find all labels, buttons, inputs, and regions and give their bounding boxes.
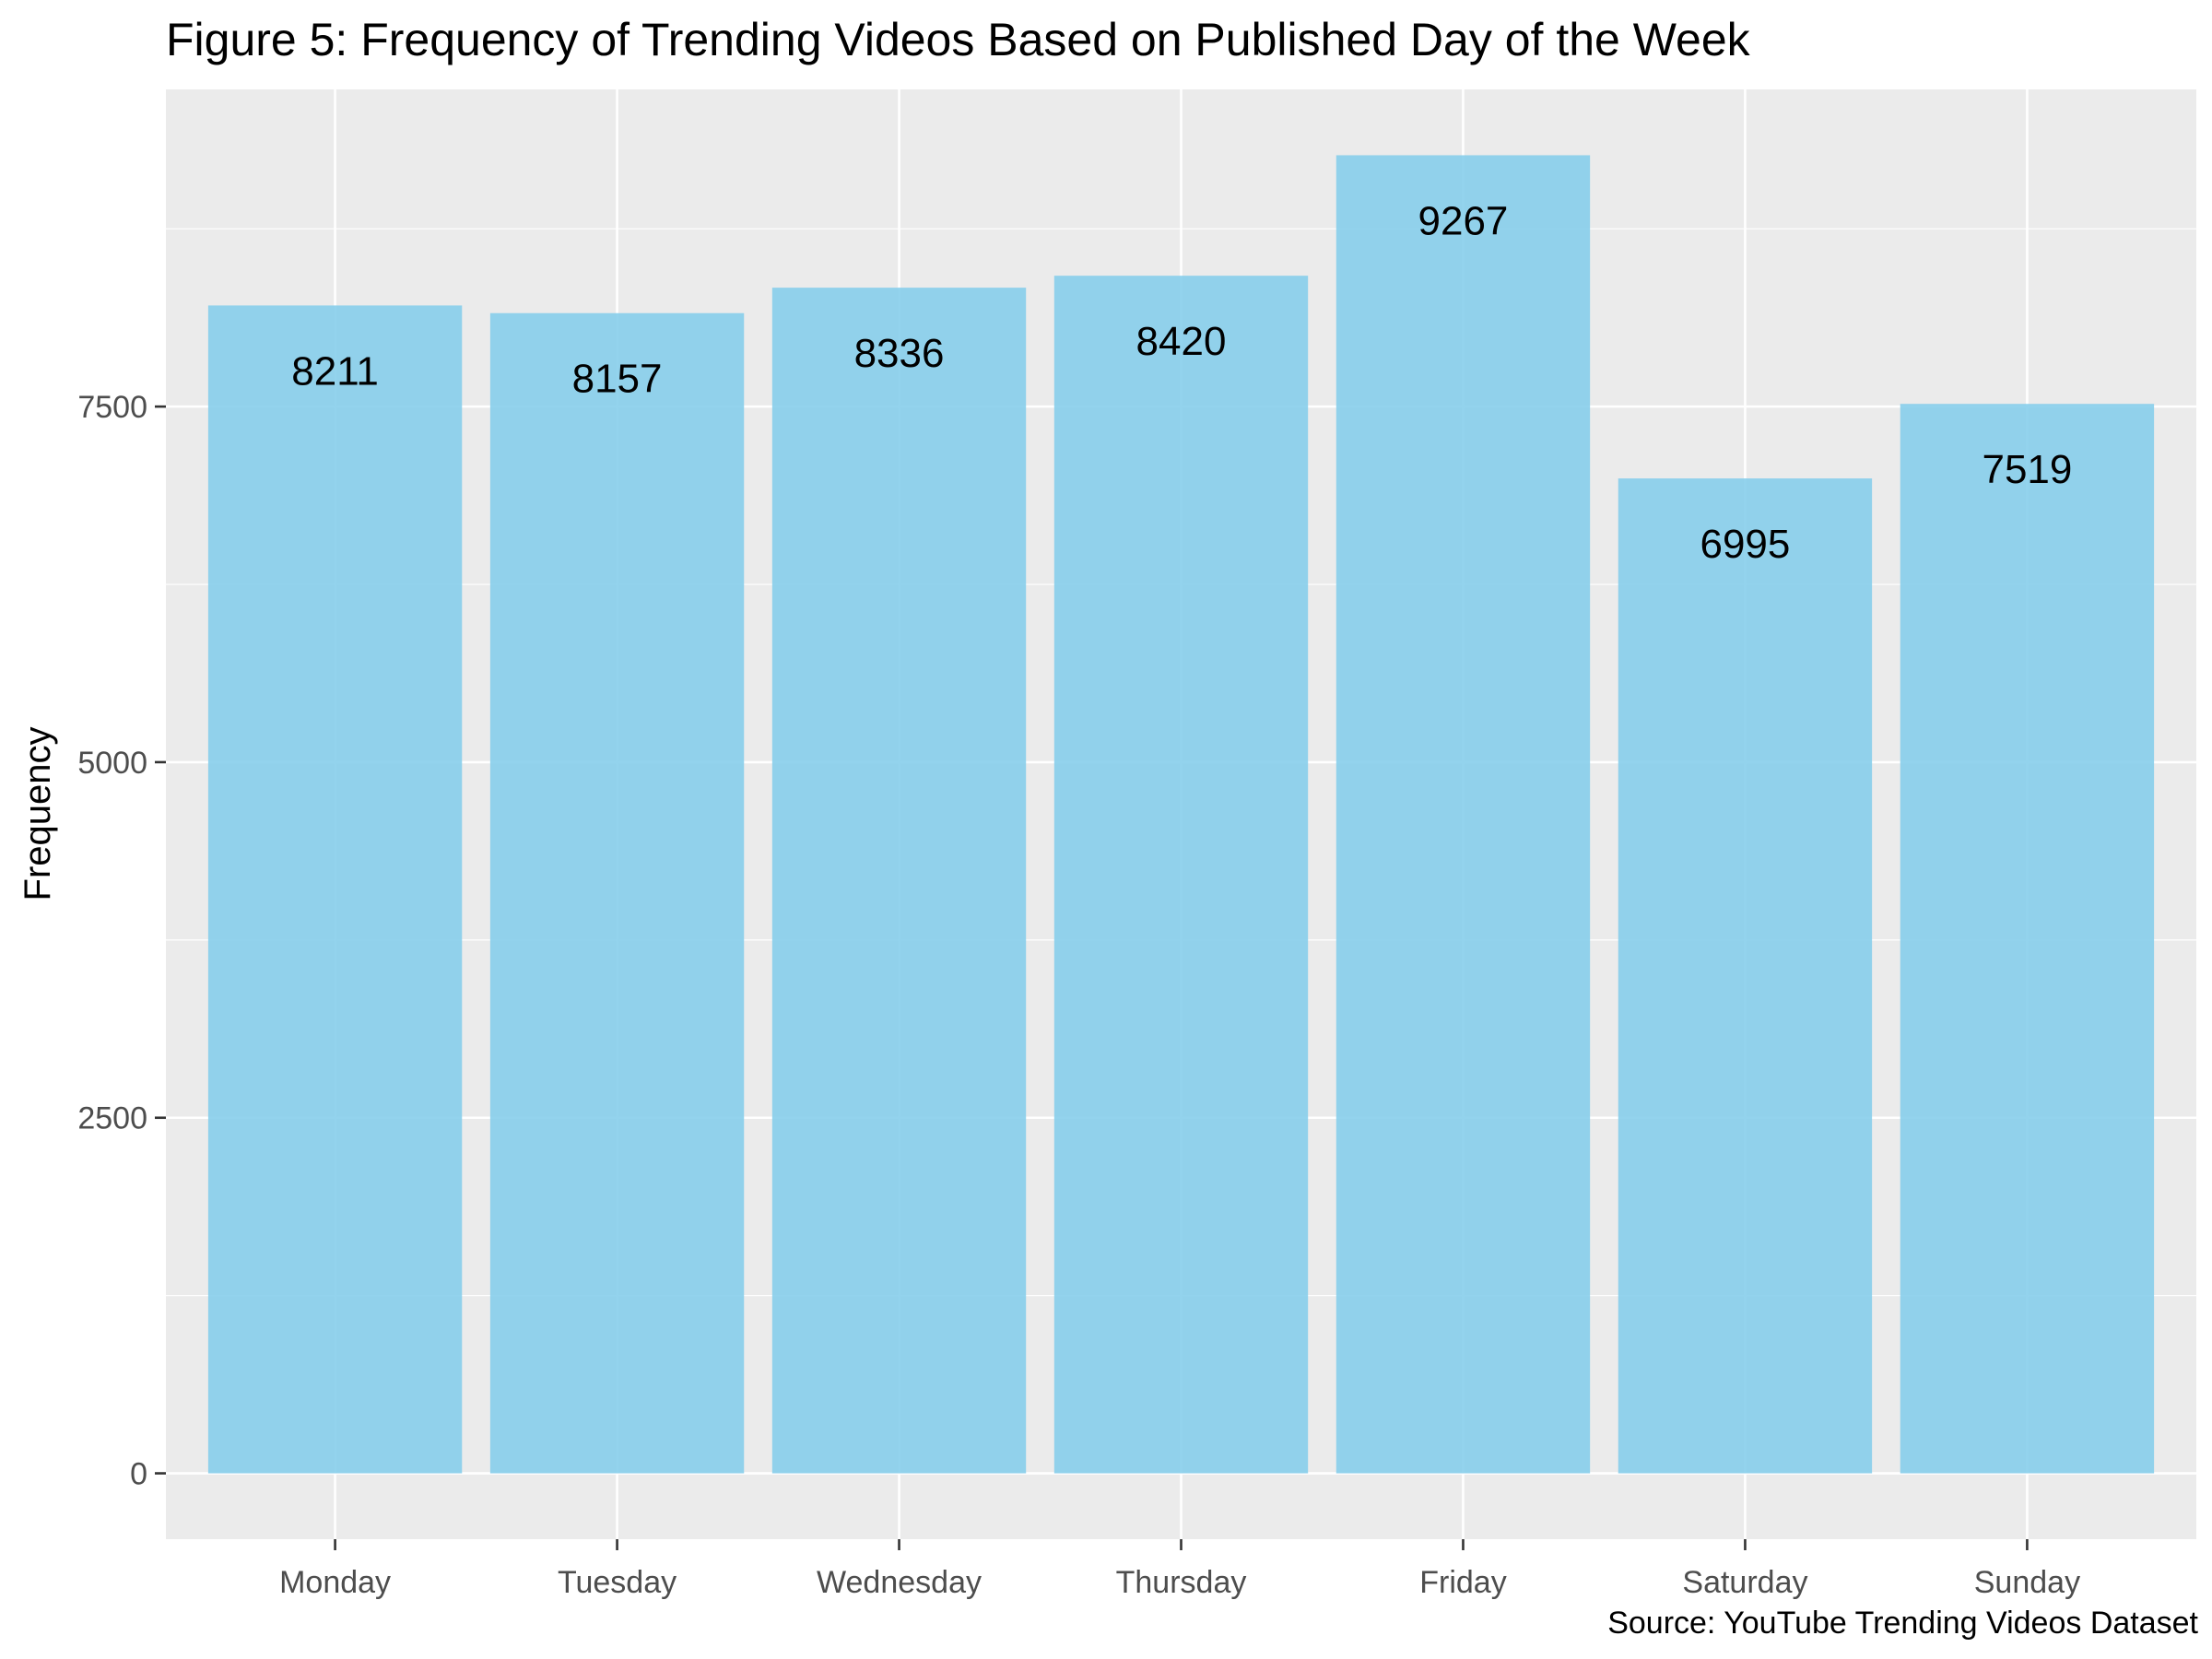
x-tick-label: Thursday [1116,1565,1247,1600]
bar-thursday [1053,276,1309,1474]
x-tick-label: Sunday [1974,1565,2080,1600]
bar-saturday [1618,478,1873,1474]
x-tick-label: Tuesday [558,1565,677,1600]
bar-wednesday [771,288,1027,1474]
bar-sunday [1900,404,2155,1474]
data-label-monday: 8211 [291,348,379,394]
y-tick-label: 5000 [77,746,147,781]
bar-tuesday [489,312,745,1474]
bar-friday [1335,155,1591,1474]
x-tick-label: Saturday [1682,1565,1807,1600]
data-label-saturday: 6995 [1700,522,1790,567]
data-label-wednesday: 8336 [854,331,945,376]
y-axis: 0 2500 5000 7500 [77,390,166,1492]
bars-group [207,155,2155,1474]
data-label-thursday: 8420 [1136,319,1227,364]
y-tick-label: 7500 [77,390,147,425]
data-label-sunday: 7519 [1982,447,2072,492]
source-caption: Source: YouTube Trending Videos Dataset [1607,1606,2198,1641]
data-label-tuesday: 8157 [572,357,663,402]
x-tick-label: Monday [279,1565,391,1600]
bar-labels-group: 8211 8157 8336 8420 9267 6995 7519 [291,198,2072,567]
y-axis-title: Frequency [18,727,58,901]
data-label-friday: 9267 [1418,198,1509,243]
x-axis: Monday Tuesday Wednesday Thursday Friday Satu… [279,1539,2080,1600]
x-tick-label: Wednesday [817,1565,982,1600]
y-tick-label: 0 [130,1457,147,1492]
x-tick-label: Friday [1419,1565,1506,1600]
bar-monday [207,305,463,1474]
y-tick-label: 2500 [77,1101,147,1136]
chart-title: Figure 5: Frequency of Trending Videos B… [166,14,1751,65]
